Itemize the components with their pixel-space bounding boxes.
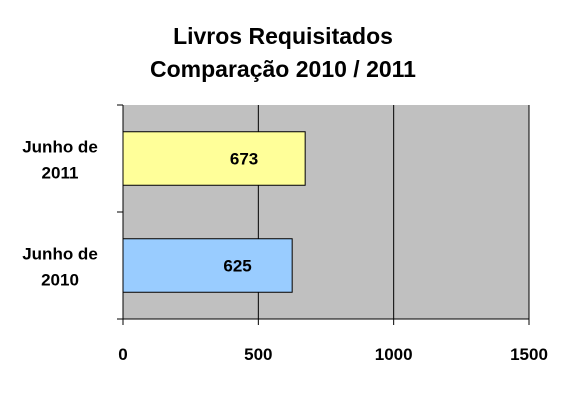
- category-label: Junho de: [22, 138, 98, 157]
- bar-data-label: 625: [223, 257, 251, 276]
- category-label: 2011: [42, 164, 79, 183]
- bar-data-label: 673: [230, 150, 258, 169]
- chart-title-line-2: Comparação 2010 / 2011: [150, 56, 416, 82]
- chart-title-line-1: Livros Requisitados: [173, 23, 393, 49]
- category-label: Junho de: [22, 245, 98, 264]
- y-axis-ticks: [117, 104, 123, 320]
- bar: [122, 238, 293, 293]
- bar: [122, 131, 306, 186]
- x-tick-label: 1000: [375, 345, 413, 364]
- x-tick-label: 0: [118, 345, 127, 364]
- x-tick-label: 1500: [510, 345, 548, 364]
- category-labels: Junho de 2011 Junho de 2010: [22, 138, 98, 290]
- x-axis-ticks: 0 500 1000 1500: [118, 319, 548, 364]
- category-label: 2010: [41, 271, 79, 290]
- bars: 673 625: [122, 131, 306, 293]
- x-tick-label: 500: [244, 345, 272, 364]
